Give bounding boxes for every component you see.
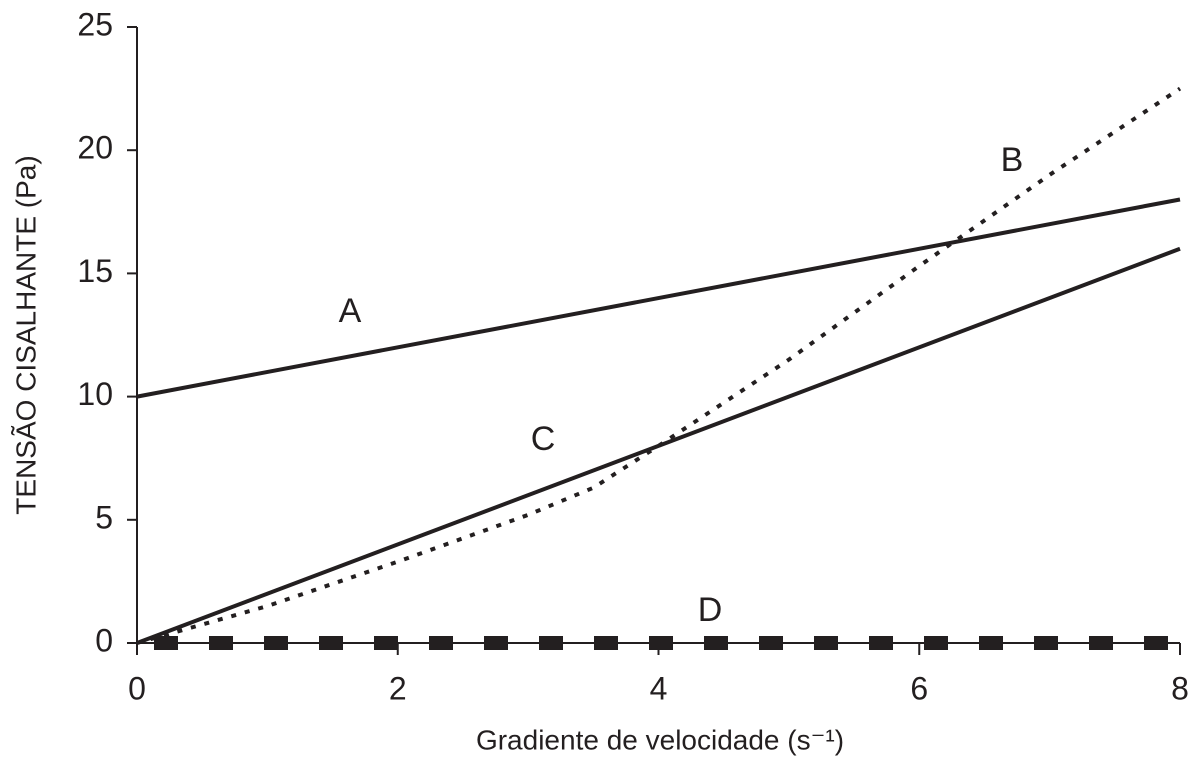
y-tick-label: 0 xyxy=(95,622,113,658)
series-label: A xyxy=(339,292,362,330)
x-tick-label: 8 xyxy=(1171,670,1189,706)
x-tick-label: 2 xyxy=(389,670,407,706)
y-tick-label: 10 xyxy=(77,376,113,412)
series-line xyxy=(136,86,1182,645)
x-tick-label: 6 xyxy=(910,670,928,706)
y-tick-label: 5 xyxy=(95,499,113,535)
y-axis-label: TENSÃO CISALHANTE (Pa) xyxy=(10,155,41,514)
series-label: B xyxy=(1001,141,1024,179)
y-tick-label: 25 xyxy=(77,6,113,42)
x-tick-label: 0 xyxy=(128,670,146,706)
x-axis-label: Gradiente de velocidade (s⁻¹) xyxy=(476,724,844,755)
y-tick-label: 20 xyxy=(77,130,113,166)
series-label: D xyxy=(698,591,723,629)
y-tick-label: 15 xyxy=(77,253,113,289)
series-line xyxy=(136,246,1181,645)
x-tick-label: 4 xyxy=(650,670,668,706)
series-line xyxy=(136,197,1181,399)
series-label: C xyxy=(531,420,556,458)
